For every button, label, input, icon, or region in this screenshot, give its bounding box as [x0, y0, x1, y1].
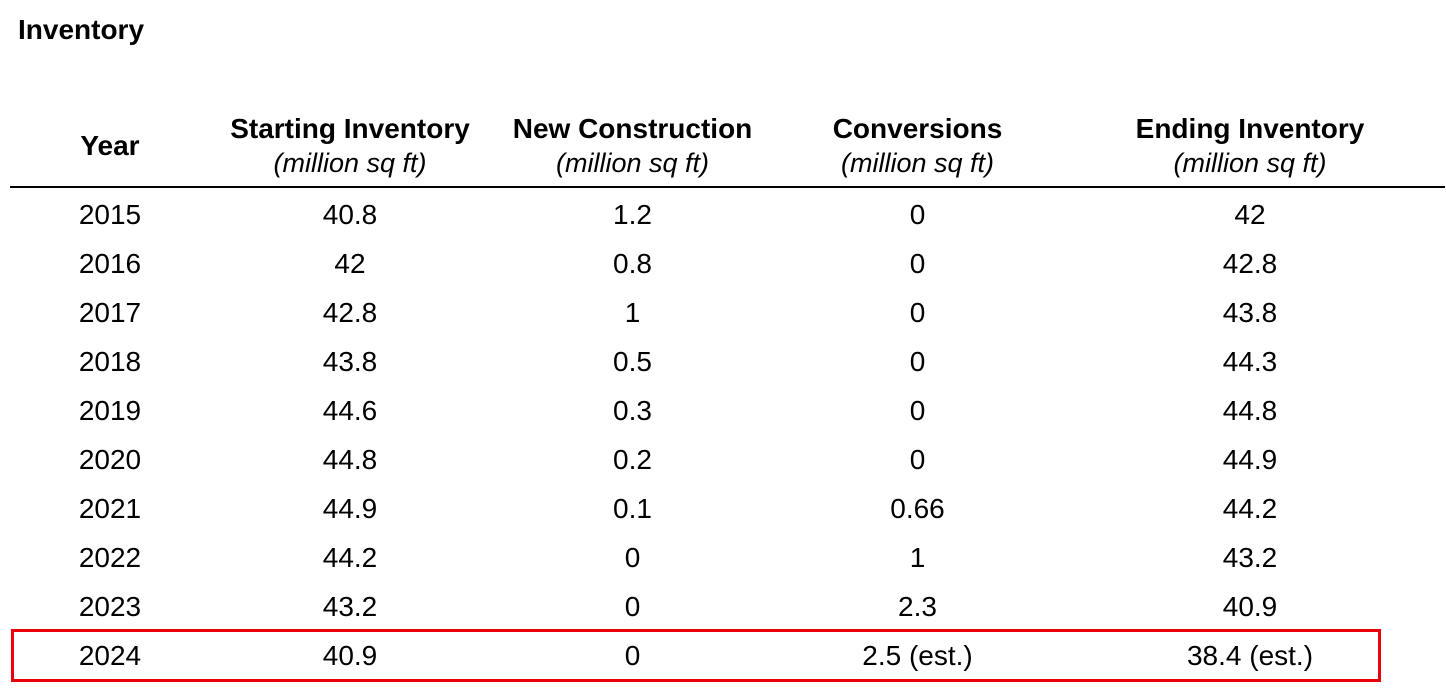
cell-year: 2018: [78, 346, 142, 377]
cell-new-construction: 0: [624, 542, 641, 573]
cell-new-construction: 0: [624, 640, 641, 671]
cell-conversions: 0: [909, 395, 926, 426]
cell-ending-inventory: 43.8: [1222, 297, 1278, 328]
cell-new-construction: 0.8: [613, 248, 652, 279]
cell-conversions: 0: [909, 248, 926, 279]
cell-ending-inventory: 44.2: [1222, 493, 1278, 524]
cell-starting-inventory: 43.2: [322, 591, 378, 622]
header-divider: [10, 186, 1445, 188]
header-conversions-name: Conversions: [832, 113, 1003, 144]
header-conversions-unit: (million sq ft): [840, 148, 995, 178]
cell-ending-inventory: 43.2: [1222, 542, 1278, 573]
table-row: 2020 44.8 0.2 0 44.9: [0, 435, 1446, 484]
cell-new-construction: 0: [624, 591, 641, 622]
cell-year: 2015: [78, 199, 142, 230]
cell-ending-inventory: 44.9: [1222, 444, 1278, 475]
table-row: 2015 40.8 1.2 0 42: [0, 190, 1446, 239]
table-row: 2017 42.8 1 0 43.8: [0, 288, 1446, 337]
cell-year: 2022: [78, 542, 142, 573]
header-new-construction: New Construction (million sq ft): [490, 112, 775, 180]
cell-year: 2017: [78, 297, 142, 328]
cell-new-construction: 1.2: [613, 199, 652, 230]
cell-conversions: 1: [909, 542, 926, 573]
cell-starting-inventory: 42.8: [322, 297, 378, 328]
cell-starting-inventory: 44.2: [322, 542, 378, 573]
cell-ending-inventory: 44.3: [1222, 346, 1278, 377]
cell-conversions: 0: [909, 199, 926, 230]
cell-year: 2021: [78, 493, 142, 524]
cell-year: 2020: [78, 444, 142, 475]
cell-conversions: 0: [909, 297, 926, 328]
header-new-construction-unit: (million sq ft): [555, 148, 710, 178]
cell-ending-inventory: 42: [1234, 199, 1266, 230]
header-year-name: Year: [80, 130, 140, 161]
cell-new-construction: 0.1: [613, 493, 652, 524]
table-title: Inventory: [18, 14, 145, 45]
header-ending-inventory: Ending Inventory (million sq ft): [1090, 112, 1410, 180]
header-starting-inventory-unit: (million sq ft): [273, 148, 427, 178]
table-row: 2018 43.8 0.5 0 44.3: [0, 337, 1446, 386]
cell-new-construction: 1: [624, 297, 641, 328]
cell-ending-inventory: 42.8: [1222, 248, 1278, 279]
table-body: 2015 40.8 1.2 0 42 2016 42 0.8 0 42.8 20…: [0, 190, 1446, 680]
cell-conversions: 0.66: [890, 493, 945, 524]
cell-new-construction: 0.2: [613, 444, 652, 475]
cell-starting-inventory: 40.9: [322, 640, 378, 671]
table-row-highlighted: 2024 40.9 0 2.5 (est.) 38.4 (est.): [0, 631, 1446, 680]
cell-starting-inventory: 44.9: [322, 493, 378, 524]
cell-year: 2023: [78, 591, 142, 622]
cell-conversions: 0: [909, 346, 926, 377]
table-row: 2021 44.9 0.1 0.66 44.2: [0, 484, 1446, 533]
header-year: Year: [30, 112, 190, 180]
table-row: 2016 42 0.8 0 42.8: [0, 239, 1446, 288]
cell-ending-inventory: 44.8: [1222, 395, 1278, 426]
table-row: 2019 44.6 0.3 0 44.8: [0, 386, 1446, 435]
table-row: 2022 44.2 0 1 43.2: [0, 533, 1446, 582]
cell-ending-inventory: 38.4 (est.): [1186, 640, 1314, 671]
cell-new-construction: 0.5: [613, 346, 652, 377]
cell-conversions: 2.3: [898, 591, 937, 622]
cell-starting-inventory: 42: [334, 248, 366, 279]
cell-starting-inventory: 43.8: [322, 346, 378, 377]
cell-ending-inventory: 40.9: [1222, 591, 1278, 622]
cell-year: 2024: [78, 640, 142, 671]
header-new-construction-name: New Construction: [512, 113, 753, 144]
cell-year: 2019: [78, 395, 142, 426]
header-ending-inventory-unit: (million sq ft): [1173, 148, 1327, 178]
cell-starting-inventory: 40.8: [322, 199, 378, 230]
cell-conversions: 0: [909, 444, 926, 475]
table-row: 2023 43.2 0 2.3 40.9: [0, 582, 1446, 631]
header-ending-inventory-name: Ending Inventory: [1135, 113, 1365, 144]
cell-starting-inventory: 44.8: [322, 444, 378, 475]
cell-starting-inventory: 44.6: [322, 395, 378, 426]
table-header: Year Starting Inventory (million sq ft) …: [0, 112, 1446, 184]
cell-new-construction: 0.3: [613, 395, 652, 426]
header-starting-inventory-name: Starting Inventory: [230, 113, 470, 144]
header-starting-inventory: Starting Inventory (million sq ft): [200, 112, 500, 180]
cell-conversions: 2.5 (est.): [862, 640, 973, 671]
header-conversions: Conversions (million sq ft): [780, 112, 1055, 180]
cell-year: 2016: [78, 248, 142, 279]
